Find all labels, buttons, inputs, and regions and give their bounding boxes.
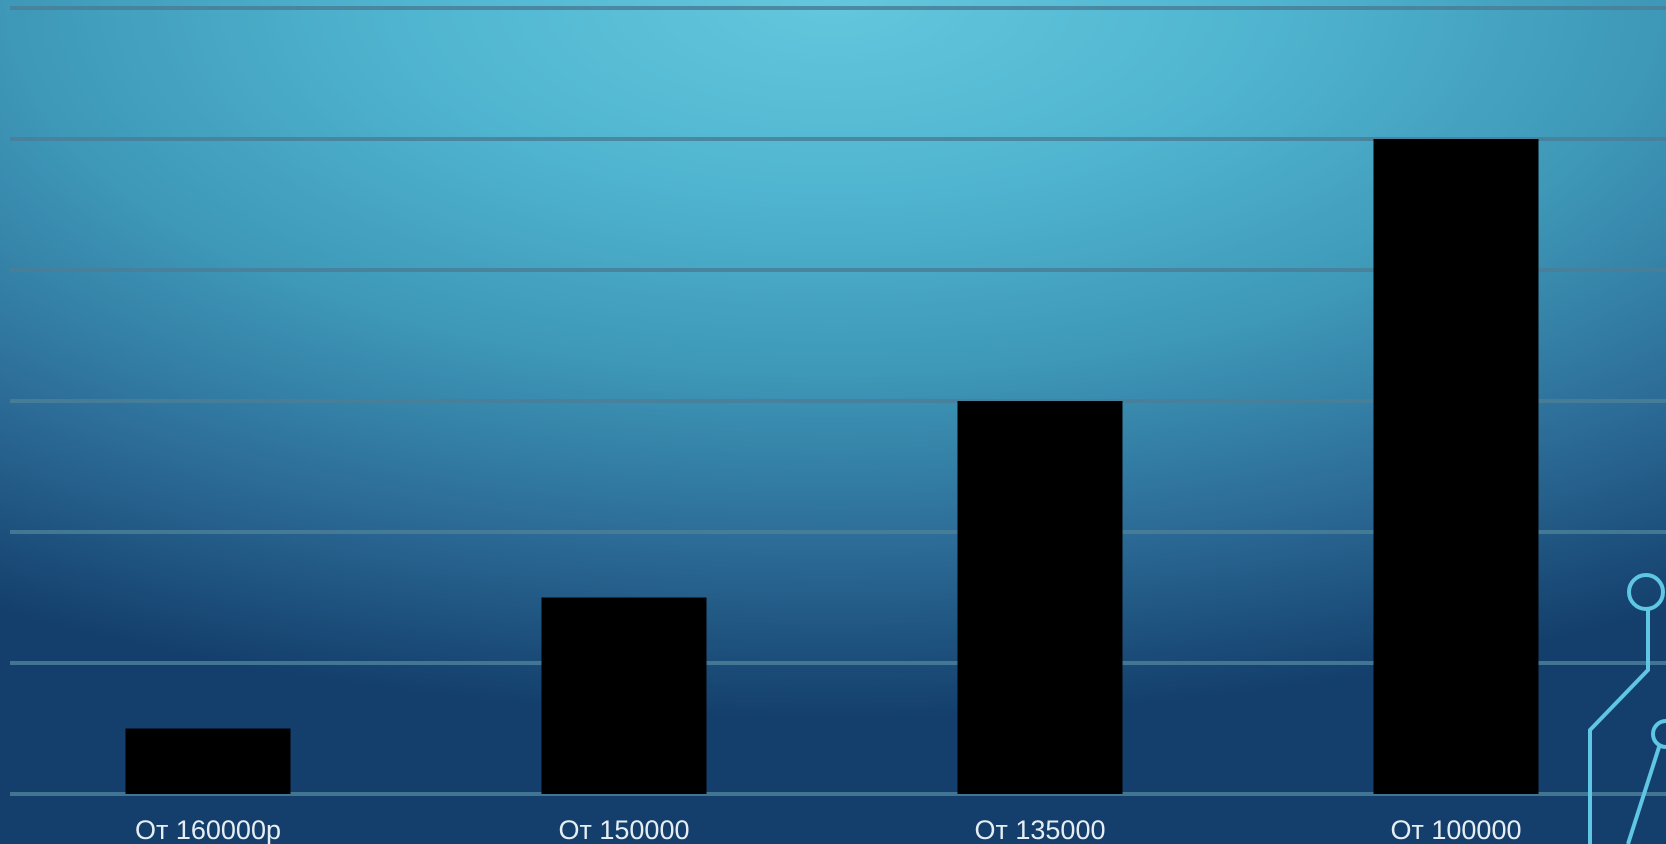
circuit-decoration [1588,573,1666,844]
bar [125,728,291,794]
bar [957,401,1123,794]
circuit-node-top [1627,573,1665,611]
x-tick-label: От 160000р [135,815,281,844]
x-axis-labels: От 160000р От 150000 От 135000 От 100000 [135,815,1521,844]
x-tick-label: От 100000 [1391,815,1522,844]
circuit-trace-1 [1588,609,1650,844]
circuit-node-bottom [1651,719,1666,749]
gridlines [10,6,1666,796]
bar [541,597,707,794]
bar [1373,139,1539,794]
x-tick-label: От 150000 [559,815,690,844]
circuit-trace-2 [1626,743,1662,844]
bars [125,139,1539,794]
x-tick-label: От 135000 [975,815,1106,844]
